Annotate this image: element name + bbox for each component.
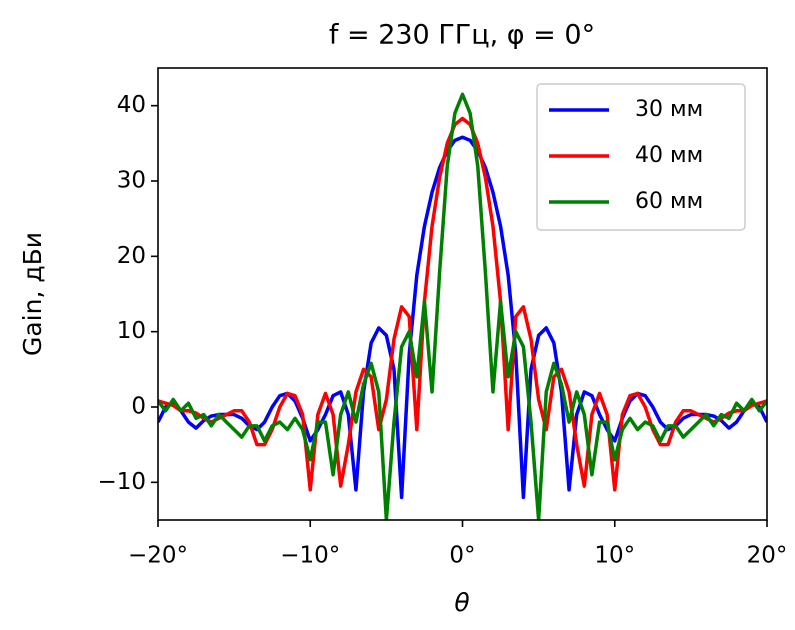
x-tick-label: 10° [594,543,635,569]
legend-label: 60 мм [635,189,703,214]
y-tick-label: −10 [97,469,146,495]
plot-frame [157,67,768,521]
y-tick-label: 40 [117,92,146,118]
chart-title: f = 230 ГГц, φ = 0° [329,20,595,51]
series-line [158,116,767,492]
y-tick-label: 10 [117,318,146,344]
x-tick-label: −20° [128,543,188,569]
legend-label: 30 мм [635,97,703,122]
y-tick-label: 30 [117,168,146,194]
x-tick-label: 20° [747,543,788,569]
legend-label: 40 мм [635,143,703,168]
x-axis-label: θ [454,588,469,617]
plot-lines [158,92,767,520]
y-tick-label: 20 [117,243,146,269]
legend-box [536,83,746,231]
x-tick-label: −10° [280,543,340,569]
y-axis-label: Gain, дБи [18,232,47,356]
x-tick-label: 0° [449,543,475,569]
series-line [158,92,767,520]
y-tick-label: 0 [131,394,146,420]
